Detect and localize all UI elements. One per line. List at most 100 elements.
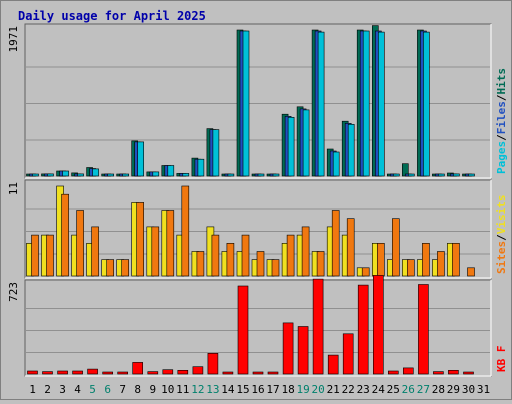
bar-kbytes-kb-f-day-21 (327, 354, 339, 375)
bar-visits-sites-day-7 (121, 259, 129, 277)
x-tick-label-day-2: 2 (44, 383, 51, 396)
bar-kbytes-kb-f-day-20 (312, 278, 324, 375)
bar-visits-sites-day-20 (316, 251, 325, 277)
panel-kbytes-plot (24, 279, 492, 377)
panel-visits-legend: Sites/Visits (495, 195, 508, 275)
bar-kbytes-kb-f-day-7 (117, 371, 128, 375)
bar-kbytes-kb-f-day-22 (342, 333, 354, 375)
x-tick-label-day-15: 15 (236, 383, 249, 396)
bar-visits-sites-day-12 (196, 251, 205, 277)
x-tick-label-day-16: 16 (251, 383, 264, 396)
bar-visits-sites-day-4 (76, 210, 84, 277)
bar-kbytes-kb-f-day-15 (237, 285, 249, 375)
bar-hits-pages-day-20 (317, 31, 325, 177)
legend-entry: Files (495, 101, 508, 134)
bar-kbytes-kb-f-day-14 (222, 371, 234, 375)
bar-visits-sites-day-16 (256, 251, 265, 277)
legend-entry: / (495, 134, 508, 141)
x-tick-label-day-5: 5 (89, 383, 96, 396)
bar-visits-sites-day-19 (301, 226, 310, 277)
bar-kbytes-kb-f-day-12 (192, 366, 204, 375)
legend-entry: KB F (495, 346, 508, 373)
bar-hits-pages-day-8 (137, 141, 144, 177)
bar-kbytes-kb-f-day-25 (387, 370, 399, 375)
bar-kbytes-kb-f-day-24 (372, 275, 384, 375)
x-tick-label-day-25: 25 (387, 383, 400, 396)
bar-hits-pages-day-27 (423, 31, 430, 177)
bar-visits-sites-day-6 (106, 259, 114, 277)
bar-visits-sites-day-15 (241, 234, 250, 277)
bar-hits-pages-day-30 (468, 173, 475, 177)
panel-hits-legend: Pages/Files/Hits (495, 68, 508, 174)
panel-kbytes-legend: KB F (495, 346, 508, 373)
x-tick-label-day-24: 24 (372, 383, 386, 396)
legend-entry: Pages (495, 141, 508, 174)
x-tick-label-day-4: 4 (74, 383, 81, 396)
bar-kbytes-kb-f-day-13 (207, 352, 219, 375)
bar-kbytes-kb-f-day-29 (448, 369, 459, 375)
bar-visits-sites-day-18 (286, 234, 295, 277)
bar-kbytes-kb-f-day-17 (267, 371, 279, 375)
bar-kbytes-kb-f-day-4 (72, 370, 83, 375)
bar-hits-pages-day-28 (438, 173, 445, 177)
bar-kbytes-kb-f-day-8 (132, 362, 143, 375)
bar-hits-pages-day-16 (257, 173, 265, 177)
bar-visits-sites-day-5 (91, 226, 99, 277)
bar-hits-pages-day-11 (182, 173, 190, 177)
panel-kbytes-ymax-label: 723 (7, 282, 20, 302)
legend-entry: Sites (495, 241, 508, 274)
bar-hits-pages-day-25 (392, 173, 400, 177)
bar-visits-sites-day-28 (437, 251, 445, 277)
bar-visits-sites-day-1 (31, 234, 39, 277)
bar-kbytes-kb-f-day-19 (297, 326, 309, 375)
bar-visits-sites-day-29 (452, 243, 460, 277)
chart-title: Daily usage for April 2025 (18, 9, 206, 23)
bar-kbytes-kb-f-day-3 (57, 370, 68, 375)
x-tick-label-day-3: 3 (59, 383, 66, 396)
bar-hits-pages-day-17 (272, 173, 280, 177)
x-tick-label-day-11: 11 (176, 383, 189, 396)
x-tick-label-day-8: 8 (134, 383, 141, 396)
bar-kbytes-kb-f-day-23 (357, 284, 369, 375)
bar-visits-sites-day-23 (361, 267, 370, 277)
x-tick-label-day-30: 30 (462, 383, 475, 396)
x-tick-label-day-1: 1 (29, 383, 36, 396)
bar-visits-sites-day-11 (181, 185, 190, 277)
x-tick-label-day-28: 28 (432, 383, 445, 396)
bar-kbytes-kb-f-day-18 (282, 322, 294, 375)
legend-entry: / (495, 94, 508, 101)
bar-hits-pages-day-15 (242, 30, 250, 177)
panel-hits-ymax-label: 1971 (7, 26, 20, 53)
x-tick-label-day-6: 6 (104, 383, 111, 396)
bar-kbytes-kb-f-day-5 (87, 368, 98, 375)
bar-visits-sites-day-17 (271, 259, 280, 277)
bar-kbytes-kb-f-day-1 (27, 370, 38, 375)
bar-hits-pages-day-2 (47, 173, 54, 177)
bar-visits-sites-day-2 (46, 234, 54, 277)
x-tick-label-day-19: 19 (296, 383, 309, 396)
x-tick-label-day-14: 14 (221, 383, 235, 396)
bar-kbytes-kb-f-day-26 (402, 367, 414, 375)
x-tick-label-day-18: 18 (281, 383, 294, 396)
bar-hits-pages-day-14 (227, 173, 235, 177)
bar-kbytes-kb-f-day-28 (433, 371, 444, 375)
x-tick-label-day-10: 10 (161, 383, 174, 396)
bar-visits-sites-day-24 (376, 243, 385, 277)
bar-hits-pages-day-4 (77, 173, 84, 177)
panel-visits-ymax-label: 11 (7, 182, 20, 195)
x-tick-label-day-22: 22 (342, 383, 355, 396)
bar-hits-pages-day-24 (377, 31, 385, 177)
legend-entry: Hits (495, 68, 508, 95)
x-tick-label-day-21: 21 (327, 383, 340, 396)
x-tick-label-day-27: 27 (417, 383, 430, 396)
bar-visits-sites-day-8 (136, 202, 144, 277)
bar-visits-sites-day-10 (166, 210, 175, 277)
bar-visits-sites-day-13 (211, 234, 220, 277)
bar-hits-pages-day-5 (92, 168, 99, 177)
bar-visits-sites-day-9 (151, 226, 160, 277)
bar-hits-pages-day-7 (122, 173, 129, 177)
x-tick-label-day-26: 26 (402, 383, 415, 396)
bar-kbytes-kb-f-day-11 (177, 369, 189, 375)
